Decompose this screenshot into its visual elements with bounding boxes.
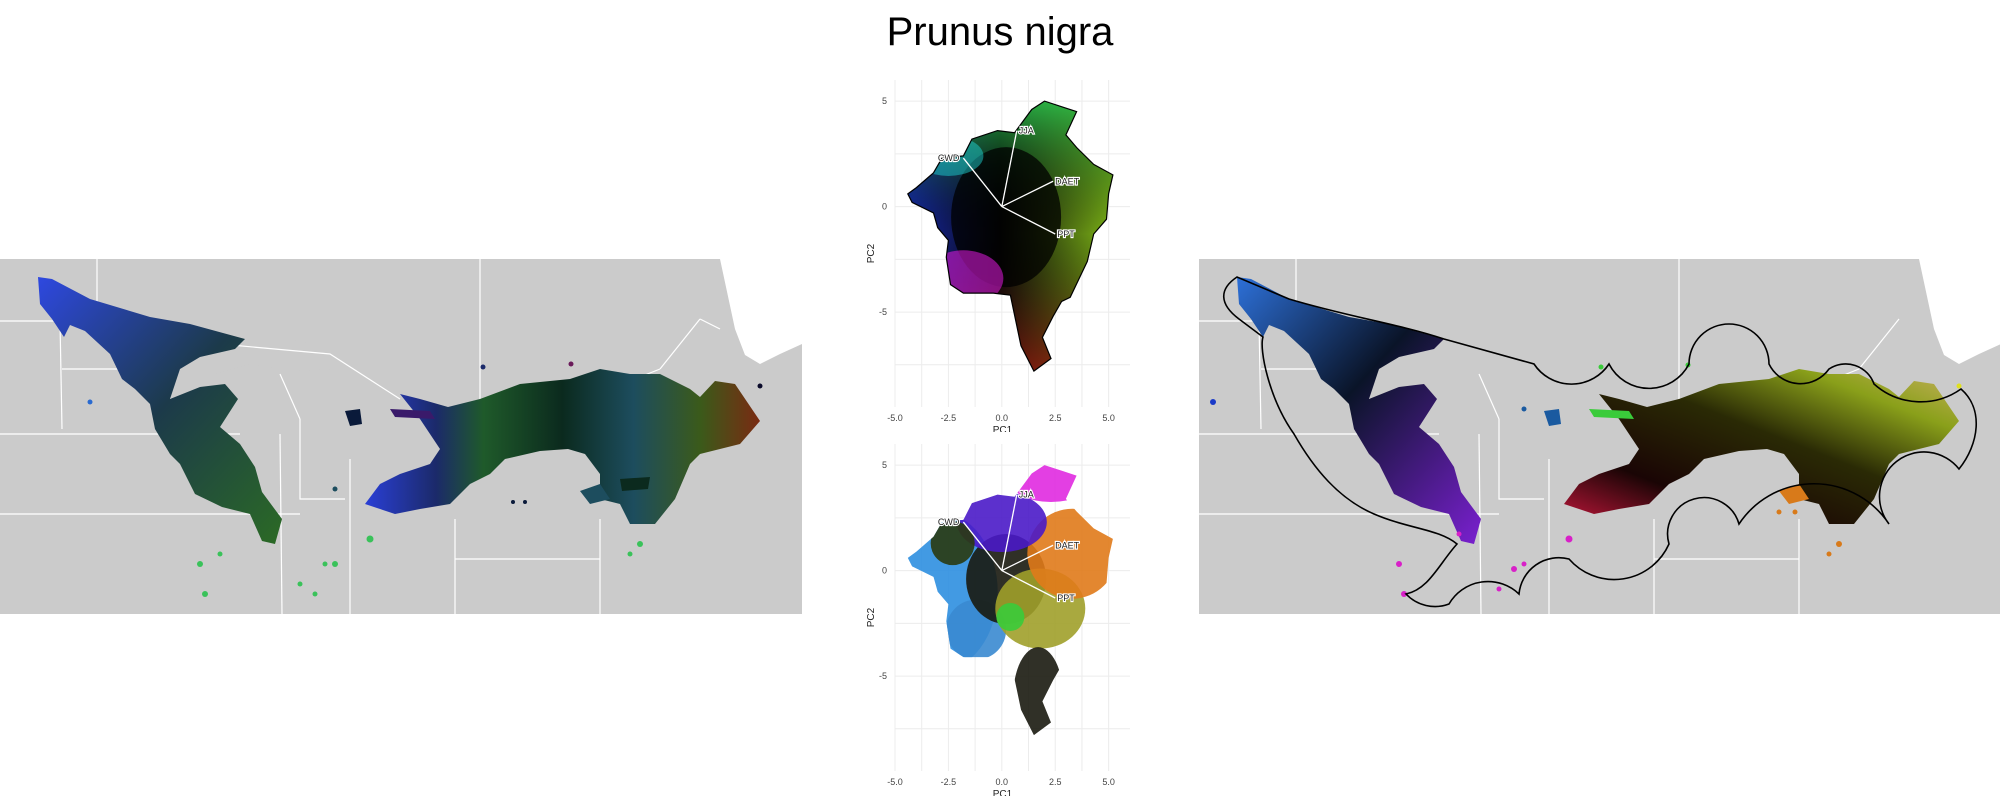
axes: -5.0 -2.5 0.0 2.5 5.0 5 0 -5 PC1 PC2: [866, 460, 1115, 800]
loadings: JJA CWD DAET PPT: [937, 489, 1081, 605]
range-patch-3: [620, 477, 650, 491]
range-west: [38, 277, 282, 544]
cluster-purple: [956, 492, 1047, 553]
y-tick-label: -5: [879, 671, 887, 681]
right-range-map: [1199, 259, 2000, 615]
left-range-map: [0, 259, 802, 615]
y-tick-label: 0: [882, 202, 887, 212]
pca-center-dark: [951, 147, 1062, 288]
x-tick-label: -2.5: [941, 413, 957, 423]
range-patch-orange: [1779, 484, 1809, 504]
x-tick-label: 0.0: [996, 777, 1009, 787]
loading-arrow-daet: [1001, 180, 1054, 208]
axes: -5.0 -2.5 0.0 2.5 5.0 5 0 -5 PC1 PC2: [866, 96, 1115, 436]
y-tick-label: -5: [879, 307, 887, 317]
pca-cloud: [907, 465, 1113, 736]
x-tick-label: 5.0: [1102, 777, 1115, 787]
x-tick-label: 2.5: [1049, 413, 1062, 423]
range-patch-1: [345, 409, 362, 426]
y-tick-label: 5: [882, 460, 887, 470]
range-patch-blue: [1544, 409, 1561, 426]
y-axis-label: PC2: [866, 607, 877, 627]
cluster-green: [996, 602, 1025, 631]
chart-title: Prunus nigra: [886, 10, 1114, 54]
x-tick-label: -2.5: [941, 777, 957, 787]
x-tick-label: -5.0: [887, 413, 903, 423]
hull-outline: [1222, 276, 1977, 608]
loading-arrow-ppt: [1001, 206, 1056, 235]
loading-label-daet: DAET: [1055, 176, 1080, 186]
cluster-darkgreen: [930, 521, 975, 566]
x-tick-label: 5.0: [1102, 413, 1115, 423]
range-east: [1564, 369, 1959, 524]
cluster-orange: [1027, 508, 1113, 599]
range-west: [1237, 277, 1481, 544]
pca-magenta-region: [923, 250, 1004, 307]
ocean: [720, 259, 802, 364]
loading-arrow-jja: [1001, 494, 1018, 571]
loading-label-cwd: CWD: [938, 153, 960, 163]
pca-outline: [907, 100, 1114, 373]
loading-label-jja: JJA: [1019, 490, 1034, 500]
x-tick-label: -5.0: [887, 777, 903, 787]
x-tick-label: 0.0: [996, 413, 1009, 423]
loading-arrow-cwd: [962, 157, 1003, 207]
loading-arrow-cwd: [962, 521, 1003, 571]
range-dots: [1210, 362, 1962, 597]
y-axis-label: PC2: [866, 243, 877, 263]
x-axis-label: PC1: [993, 425, 1013, 432]
loading-label-daet: DAET: [1055, 540, 1080, 550]
range-east: [365, 369, 760, 524]
pca-biplot-clusters: -5.0 -2.5 0.0 2.5 5.0 5 0 -5 PC1 PC2 JJA CWD DAET PPT: [860, 436, 1140, 800]
x-axis-label: PC1: [993, 789, 1013, 796]
y-tick-label: 0: [882, 566, 887, 576]
loading-label-jja: JJA: [1019, 126, 1034, 136]
loading-arrow-jja: [1001, 130, 1018, 207]
ocean: [1919, 259, 2000, 364]
y-tick-label: 5: [882, 96, 887, 106]
range-patch-2: [390, 409, 435, 419]
loading-arrow-daet: [1001, 544, 1054, 572]
loading-label-ppt: PPT: [1057, 229, 1075, 239]
range-patch-4: [580, 484, 610, 504]
pca-cloud: [907, 101, 1113, 372]
range-dots: [87, 361, 763, 597]
x-tick-label: 2.5: [1049, 777, 1062, 787]
loading-label-ppt: PPT: [1057, 593, 1075, 603]
range-patch-green: [1589, 409, 1634, 419]
pca-biplot-gradient: -5.0 -2.5 0.0 2.5 5.0 5 0 -5 PC1 PC2 JJA CWD DAET PPT: [860, 72, 1140, 436]
loading-label-cwd: CWD: [938, 517, 960, 527]
loadings: JJA CWD DAET PPT: [937, 125, 1081, 241]
loading-arrow-ppt: [1001, 570, 1056, 599]
